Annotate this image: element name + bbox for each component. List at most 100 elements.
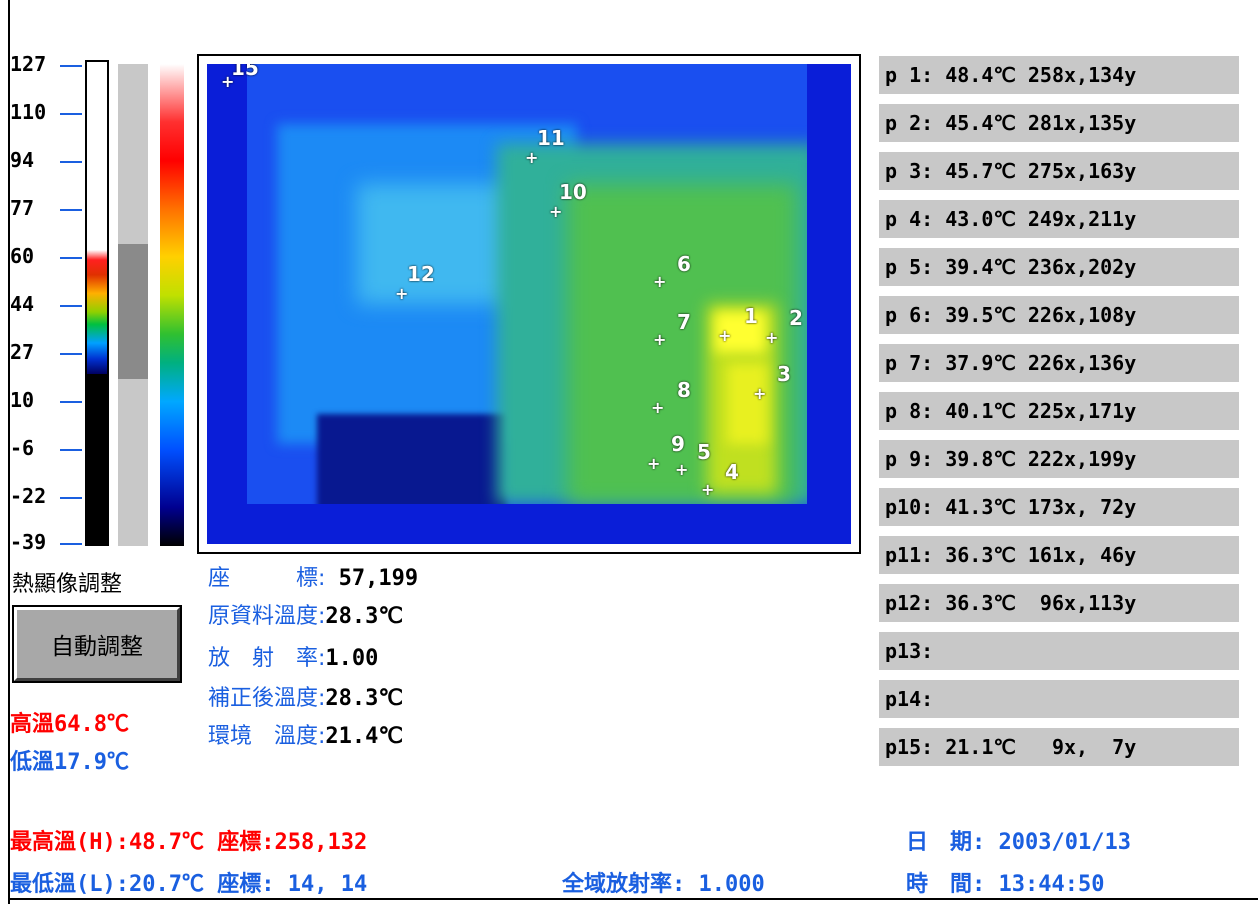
time-readout: 時 間: 13:44:50 [906,866,1104,898]
max-coord-label: 座標: [203,830,275,855]
point-row[interactable]: p14: [879,680,1239,718]
min-temp-label: 最低溫(L): [10,872,129,897]
point-row[interactable]: p12: 36.3℃ 96x,113y [879,584,1239,622]
range-slider[interactable] [118,64,148,546]
marker-label: 8 [677,378,691,402]
marker-label: 3 [777,362,791,386]
thermal-image-frame[interactable]: + 1 + 2 + 3 + 4 + 5 + 6 + 7 + 8 + 9 + 10… [197,54,861,554]
scale-label: 60 [10,244,35,268]
point-row[interactable]: p 7: 37.9℃ 226x,136y [879,344,1239,382]
ambient-temp-value: 21.4℃ [325,724,404,749]
coordinate-value: 57,199 [325,566,419,591]
scale-tick [60,497,82,499]
scale-tick [60,305,82,307]
marker-cross: + [221,72,235,91]
scale-label: 127 [10,52,47,76]
point-row[interactable]: p 3: 45.7℃ 275x,163y [879,152,1239,190]
point-row[interactable]: p 1: 48.4℃ 258x,134y [879,56,1239,94]
active-palette-bar [85,60,109,546]
point-row[interactable]: p10: 41.3℃ 173x, 72y [879,488,1239,526]
coordinate-readout: 座 標: 57,199 [208,564,418,594]
marker-cross: + [701,480,715,499]
point-row[interactable]: p13: [879,632,1239,670]
marker-cross: + [525,148,539,167]
global-emissivity-value: 1.000 [685,872,765,897]
scale-label: 110 [10,100,47,124]
scale-tick [60,209,82,211]
marker-label: 2 [789,306,803,330]
date-value: 2003/01/13 [985,830,1131,855]
raw-temp-value: 28.3℃ [325,604,404,629]
scale-tick [60,449,82,451]
raw-temp-label: 原資料溫度: [208,604,326,629]
scale-label: 44 [10,292,35,316]
full-palette-bar [160,64,184,546]
point-row[interactable]: p 6: 39.5℃ 226x,108y [879,296,1239,334]
point-row[interactable]: p11: 36.3℃ 161x, 46y [879,536,1239,574]
scale-tick [60,353,82,355]
marker-label: 1 [744,304,758,328]
scale-label: 10 [10,388,35,412]
marker-cross: + [765,328,779,347]
corrected-temp-value: 28.3℃ [325,686,404,711]
marker-label: 5 [697,440,711,464]
thermal-adjust-title: 熱顯像調整 [12,572,123,597]
max-coord-value: 258,132 [274,830,368,855]
time-value: 13:44:50 [985,872,1105,897]
palette-active-range [87,250,107,374]
scale-tick [60,401,82,403]
min-temp-value: 20.7℃ [128,872,204,897]
range-high-temp: 高溫64.8℃ [10,712,129,737]
scale-label: -22 [10,484,47,508]
auto-adjust-button[interactable]: 自動調整 [14,607,180,681]
thermal-hotspot [715,312,765,352]
measurement-point-list: p 1: 48.4℃ 258x,134y p 2: 45.4℃ 281x,135… [879,56,1239,776]
scale-tick [60,113,82,115]
ambient-temp-readout: 環境 溫度:21.4℃ [208,722,403,752]
marker-cross: + [549,202,563,221]
point-row[interactable]: p15: 21.1℃ 9x, 7y [879,728,1239,766]
thermal-hotspot [727,364,767,444]
scale-tick [60,543,82,545]
left-frame-line [8,0,10,904]
emissivity-value: 1.00 [325,646,379,671]
max-temp-readout: 最高溫(H):48.7℃ 座標:258,132 [10,824,367,856]
marker-cross: + [675,460,689,479]
point-row[interactable]: p 4: 43.0℃ 249x,211y [879,200,1239,238]
corrected-temp-readout: 補正後溫度:28.3℃ [208,684,403,714]
bottom-frame-line [8,898,1258,900]
point-row[interactable]: p 5: 39.4℃ 236x,202y [879,248,1239,286]
marker-cross: + [653,330,667,349]
corrected-temp-label: 補正後溫度: [208,686,326,711]
marker-label: 10 [559,180,587,204]
marker-label: 15 [231,64,259,80]
marker-label: 6 [677,252,691,276]
thermal-image[interactable]: + 1 + 2 + 3 + 4 + 5 + 6 + 7 + 8 + 9 + 10… [207,64,851,544]
marker-cross: + [647,454,661,473]
marker-cross: + [753,384,767,403]
global-emissivity-readout: 全域放射率: 1.000 [562,866,765,898]
point-row[interactable]: p 9: 39.8℃ 222x,199y [879,440,1239,478]
time-label: 時 間: [906,872,986,897]
marker-cross: + [651,398,665,417]
min-temp-readout: 最低溫(L):20.7℃ 座標: 14, 14 [10,866,367,898]
marker-cross: + [653,272,667,291]
scale-label: -6 [10,436,35,460]
marker-label: 12 [407,262,435,286]
scale-tick [60,257,82,259]
point-row[interactable]: p 8: 40.1℃ 225x,171y [879,392,1239,430]
max-temp-label: 最高溫(H): [10,830,129,855]
thermal-region [807,64,851,544]
marker-label: 9 [671,432,685,456]
coordinate-label: 座 標: [208,566,326,591]
raw-temp-readout: 原資料溫度:28.3℃ [208,602,403,632]
marker-label: 7 [677,310,691,334]
scale-label: 94 [10,148,35,172]
range-slider-thumb[interactable] [118,244,148,379]
min-coord-label: 座標: [203,872,275,897]
point-row[interactable]: p 2: 45.4℃ 281x,135y [879,104,1239,142]
thermal-region [207,504,851,544]
min-coord-value: 14, 14 [274,872,368,897]
range-low-temp: 低溫17.9℃ [10,750,129,775]
max-temp-value: 48.7℃ [128,830,204,855]
